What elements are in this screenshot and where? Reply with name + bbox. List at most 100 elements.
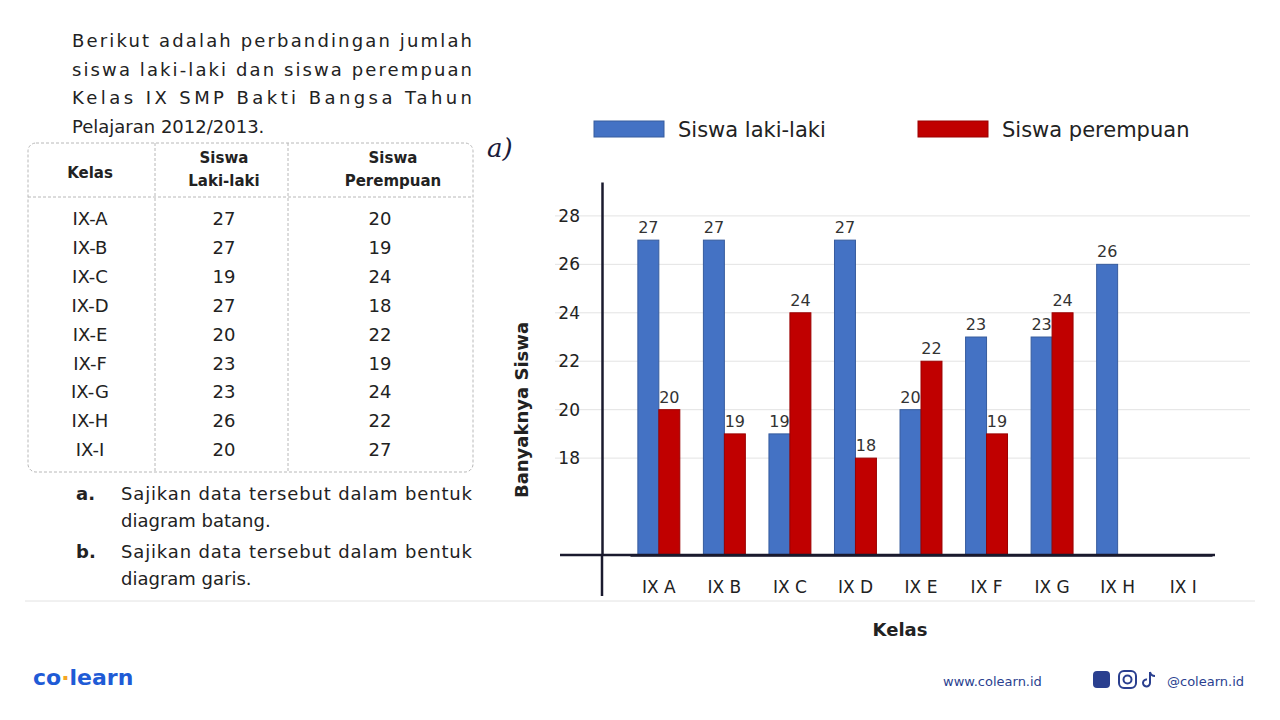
y-tick-label: 26 <box>558 254 580 274</box>
table-header-rule <box>28 197 473 198</box>
data-label: 20 <box>900 388 920 407</box>
table-separator <box>155 143 156 472</box>
legend-label: Siswa laki-laki <box>678 118 826 142</box>
bar <box>921 361 942 555</box>
table-cell: 19 <box>369 353 392 374</box>
table-cell: 27 <box>213 208 236 229</box>
question-line: Sajikan data tersebut dalam bentuk <box>121 483 473 504</box>
y-tick-label: 20 <box>558 400 580 420</box>
question-line: diagram batang. <box>121 510 271 531</box>
table-cell: 22 <box>369 410 392 431</box>
table-cell: 22 <box>369 324 392 345</box>
x-tick: IX A <box>642 555 676 597</box>
data-label: 19 <box>725 412 745 431</box>
question-line: diagram garis. <box>121 568 252 589</box>
table-cell: IX-I <box>76 439 105 460</box>
data-label: 23 <box>1031 315 1051 334</box>
legend-label: Siswa perempuan <box>1002 118 1189 142</box>
question-label: b. <box>76 541 96 562</box>
bar <box>987 434 1008 555</box>
page-rule <box>25 601 1255 602</box>
table-cell: 23 <box>213 353 236 374</box>
page: Berikut adalah perbandingan jumlahsiswa … <box>0 0 1280 720</box>
y-tick: 24 <box>558 303 602 323</box>
x-axis-domain <box>631 554 1213 557</box>
bar <box>966 337 987 555</box>
data-labels: 272719272023232620192418221924 <box>638 218 1117 455</box>
table-cell: 26 <box>213 410 236 431</box>
x-tick: IX H <box>1100 555 1135 597</box>
data-label: 27 <box>835 218 855 237</box>
bar <box>769 434 790 555</box>
x-axis-title: Kelas <box>873 619 928 640</box>
x-tick-label: IX G <box>1034 577 1069 597</box>
table-cell: 24 <box>369 266 392 287</box>
social-icons <box>1093 671 1155 688</box>
table-cell: 20 <box>369 208 392 229</box>
table-cell: IX-E <box>73 324 108 345</box>
intro-line: Pelajaran 2012/2013. <box>72 116 264 137</box>
legend: Siswa laki-laki Siswa perempuan <box>594 118 1189 142</box>
table-cell: IX-C <box>72 266 108 287</box>
y-tick-label: 28 <box>558 206 580 226</box>
data-label: 18 <box>856 436 876 455</box>
data-label: 24 <box>1052 291 1072 310</box>
table-cell: IX-F <box>73 353 107 374</box>
bar <box>703 240 724 555</box>
x-tick-label: IX E <box>905 577 938 597</box>
x-tick-label: IX F <box>971 577 1003 597</box>
table-cell: IX-G <box>71 381 109 402</box>
table-cell: 20 <box>213 439 236 460</box>
data-label: 22 <box>921 339 941 358</box>
y-tick: 22 <box>558 351 602 371</box>
table-cell: 19 <box>369 237 392 258</box>
bar <box>1052 313 1073 555</box>
icon-instagram-lens <box>1124 676 1132 684</box>
table-cell: 23 <box>213 381 236 402</box>
icon-instagram <box>1119 671 1136 688</box>
table-cell: IX-H <box>72 410 109 431</box>
bar <box>638 240 659 555</box>
legend-swatch <box>918 121 988 137</box>
chart: 2727192720232326201924182219241820222426… <box>487 118 1250 640</box>
y-tick: 18 <box>558 448 602 468</box>
x-axis: IX A IX B IX C IX D IX E IX F IX G IX H IX I <box>631 555 1213 597</box>
bar <box>834 240 855 555</box>
legend-swatch <box>594 121 664 137</box>
y-axis-extension <box>601 555 604 596</box>
y-tick-label: 18 <box>558 448 580 468</box>
table-cell: IX-A <box>72 208 108 229</box>
x-tick: IX I <box>1170 555 1197 597</box>
x-tick-label: IX A <box>642 577 676 597</box>
intro-line: Berikut adalah perbandingan jumlah <box>72 30 472 51</box>
x-tick-label: IX D <box>838 577 873 597</box>
table-cell: 27 <box>213 237 236 258</box>
y-axis-title: Banyaknya Siswa <box>511 322 532 498</box>
data-label: 24 <box>790 291 810 310</box>
data-label: 23 <box>966 315 986 334</box>
table-cell: 24 <box>369 381 392 402</box>
x-tick-label: IX H <box>1100 577 1135 597</box>
data-label: 19 <box>769 412 789 431</box>
table-header: Kelas <box>67 164 113 182</box>
question-line: Sajikan data tersebut dalam bentuk <box>121 541 473 562</box>
y-tick-label: 24 <box>558 303 580 323</box>
bar <box>1097 264 1118 555</box>
x-tick: IX D <box>838 555 873 597</box>
table-header: Siswa <box>369 149 418 167</box>
y-tick: 28 <box>558 206 602 226</box>
table-header: Perempuan <box>345 172 442 190</box>
data-label: 20 <box>659 388 679 407</box>
x-tick: IX B <box>708 555 742 597</box>
x-tick: IX E <box>905 555 938 597</box>
y-axis-line <box>601 183 604 556</box>
table-cell: 19 <box>213 266 236 287</box>
brand-logo: co·learn <box>33 665 133 690</box>
bar <box>790 313 811 555</box>
x-tick-label: IX C <box>773 577 807 597</box>
bar <box>900 410 921 555</box>
website: www.colearn.id <box>943 674 1042 689</box>
x-tick: IX C <box>773 555 807 597</box>
x-tick: IX G <box>1034 555 1069 597</box>
x-tick-label: IX B <box>708 577 742 597</box>
